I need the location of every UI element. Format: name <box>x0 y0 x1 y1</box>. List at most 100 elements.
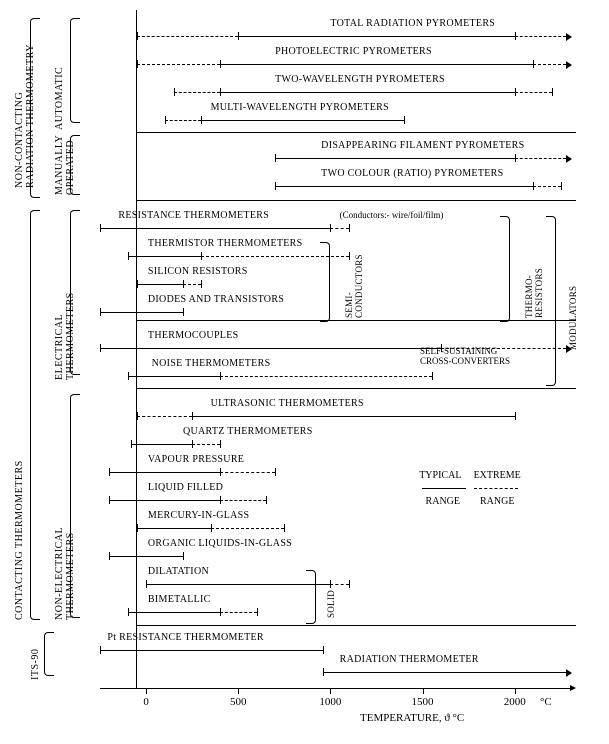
range-bar <box>220 92 515 93</box>
range-bar <box>128 612 220 613</box>
x-tick <box>330 688 331 694</box>
bar-cap <box>100 224 101 232</box>
range-bar <box>441 348 566 349</box>
bar-cap <box>183 552 184 560</box>
thermometer-row: MERCURY-IN-GLASS <box>100 510 580 536</box>
bar-cap <box>137 32 138 40</box>
row-label: MULTI-WAVELENGTH PYROMETERS <box>211 102 389 113</box>
thermometer-row: THERMOCOUPLES <box>100 330 580 356</box>
row-label: LIQUID FILLED <box>148 482 223 493</box>
thermometer-row: TWO-WAVELENGTH PYROMETERS <box>100 74 580 100</box>
thermometer-row: ORGANIC LIQUIDS-IN-GLASS <box>100 538 580 564</box>
row-label: MERCURY-IN-GLASS <box>148 510 249 521</box>
bar-cap <box>109 496 110 504</box>
range-bar <box>100 650 323 651</box>
bar-cap <box>220 60 221 68</box>
bar-cap <box>165 116 166 124</box>
thermometer-row: TWO COLOUR (RATIO) PYROMETERS <box>100 168 580 194</box>
label: ITS-90 <box>30 649 41 680</box>
row-label: NOISE THERMOMETERS <box>152 358 271 369</box>
bar-cap <box>266 496 267 504</box>
sep <box>136 132 576 133</box>
bar-cap <box>515 412 516 420</box>
bar-cap <box>100 308 101 316</box>
row-label: ULTRASONIC THERMOMETERS <box>211 398 364 409</box>
row-label: ORGANIC LIQUIDS-IN-GLASS <box>148 538 292 549</box>
brace-contact <box>30 210 40 620</box>
group-contacting: CONTACTING THERMOMETERS <box>14 460 25 620</box>
group-its90: ITS-90 <box>30 649 41 680</box>
row-label: TOTAL RADIATION PYROMETERS <box>330 18 495 29</box>
bar-cap <box>128 608 129 616</box>
brace-nonelectrical <box>70 394 80 618</box>
bar-cap <box>432 372 433 380</box>
range-bar <box>201 120 404 121</box>
bar-cap <box>131 440 132 448</box>
row-label: TWO COLOUR (RATIO) PYROMETERS <box>321 168 503 179</box>
thermometer-row: DILATATION <box>100 566 580 592</box>
bar-cap <box>201 280 202 288</box>
x-axis-label: TEMPERATURE, ϑ °C <box>360 712 464 724</box>
bar-cap <box>561 182 562 190</box>
row-label: THERMOCOUPLES <box>148 330 239 341</box>
bar-cap <box>275 154 276 162</box>
bar-cap <box>275 182 276 190</box>
bar-cap <box>257 608 258 616</box>
thermometer-row: LIQUID FILLED <box>100 482 580 508</box>
group-automatic: AUTOMATIC <box>54 67 65 130</box>
range-bar <box>323 672 566 673</box>
range-bar <box>515 36 567 37</box>
row-label: VAPOUR PRESSURE <box>148 454 244 465</box>
range-bar <box>192 444 220 445</box>
bar-cap <box>349 224 350 232</box>
x-tick-label: 1500 <box>412 696 434 708</box>
x-axis <box>100 688 570 689</box>
row-label: QUARTZ THERMOMETERS <box>183 426 313 437</box>
thermometer-row: SILICON RESISTORS <box>100 266 580 292</box>
row-note: (Conductors:- wire/foil/film) <box>340 210 444 220</box>
x-unit: °C <box>540 696 552 708</box>
range-bar <box>330 228 348 229</box>
bar-cap <box>137 60 138 68</box>
row-label: BIMETALLIC <box>148 594 211 605</box>
thermometer-row: QUARTZ THERMOMETERS <box>100 426 580 452</box>
sep <box>136 388 576 389</box>
bar-cap <box>220 88 221 96</box>
range-bar <box>533 64 566 65</box>
thermometer-row: NOISE THERMOMETERS <box>100 358 580 384</box>
range-bar <box>109 500 220 501</box>
bar-cap <box>146 580 147 588</box>
x-tick <box>238 688 239 694</box>
range-bar <box>238 36 514 37</box>
bar-cap <box>100 344 101 352</box>
bar-cap <box>109 468 110 476</box>
bar-cap <box>284 524 285 532</box>
range-bar <box>533 186 561 187</box>
range-bar <box>137 528 211 529</box>
range-bar <box>220 612 257 613</box>
range-bar <box>330 584 348 585</box>
bar-cap <box>238 32 239 40</box>
thermometer-row: BIMETALLIC <box>100 594 580 620</box>
row-label: RESISTANCE THERMOMETERS <box>118 210 269 221</box>
thermometer-row: RADIATION THERMOMETER <box>100 654 580 680</box>
range-bar <box>220 500 266 501</box>
bar-cap <box>323 646 324 654</box>
range-bar <box>137 36 238 37</box>
chart-area: SEMI- CONDUCTORS THERMO- RESISTORS MODUL… <box>100 10 590 720</box>
bar-cap <box>349 252 350 260</box>
range-bar <box>146 584 330 585</box>
x-tick-label: 500 <box>230 696 247 708</box>
x-tick-label: 0 <box>143 696 149 708</box>
row-label: DIODES AND TRANSISTORS <box>148 294 284 305</box>
range-bar <box>220 472 275 473</box>
row-label: DISAPPEARING FILAMENT PYROMETERS <box>321 140 524 151</box>
bar-cap <box>128 372 129 380</box>
range-bar <box>515 158 567 159</box>
bar-cap <box>174 88 175 96</box>
x-tick <box>515 688 516 694</box>
row-label: PHOTOELECTRIC PYROMETERS <box>275 46 432 57</box>
thermometer-row: MULTI-WAVELENGTH PYROMETERS <box>100 102 580 128</box>
brace-manual <box>70 135 80 195</box>
bar-cap <box>128 252 129 260</box>
